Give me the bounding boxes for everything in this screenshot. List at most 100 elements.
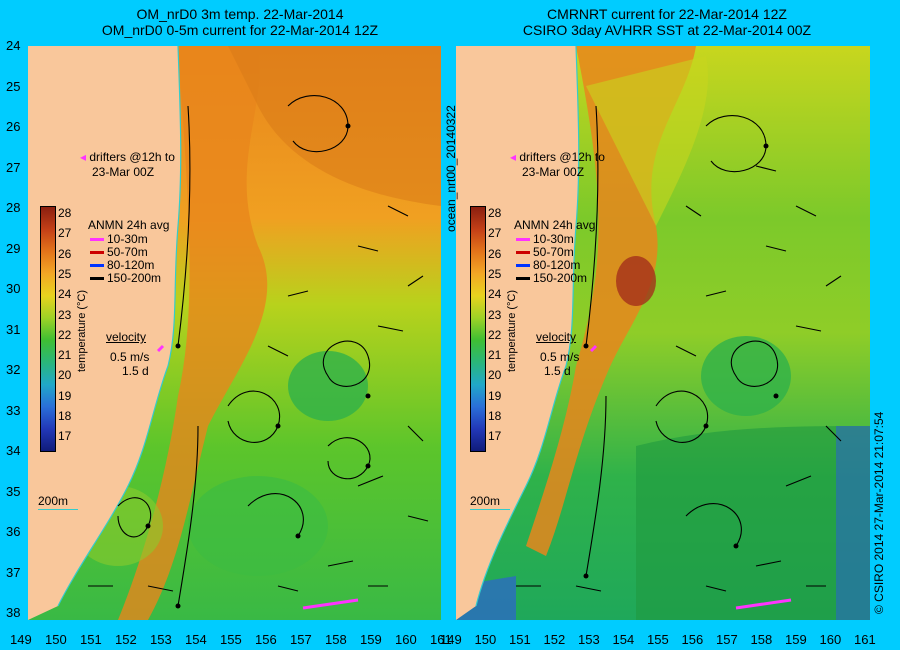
velocity-value: 0.5 m/s [110,350,150,364]
x-tick-label: 154 [185,632,207,647]
anmn-item-label: 150-200m [533,271,588,285]
colorbar-tick-label: 21 [58,348,72,363]
right-map [456,46,870,620]
velocity-title: velocity [536,330,577,344]
anmn-item-label: 10-30m [107,232,148,246]
colorbar-tick-label: 18 [58,409,72,423]
colorbar-tick-label: 21 [488,348,502,363]
colorbar-tick-label: 20 [488,368,502,383]
colorbar-tick-label: 18 [488,409,502,423]
anmn-item-label: 50-70m [533,245,574,259]
anmn-item: 10-30m [516,232,574,246]
velocity-title: velocity [106,330,147,344]
x-tick-label: 158 [750,632,773,647]
y-tick-label: 26 [6,119,21,134]
anmn-item: 80-120m [516,258,580,272]
anmn-item-label: 80-120m [107,258,155,272]
right-map-svg [456,46,870,620]
depth-label: 200m [38,494,69,508]
x-tick-label: 158 [325,632,347,647]
x-tick-label: 153 [578,632,600,647]
x-tick-label: 159 [785,632,807,647]
depth-line [38,509,78,510]
anmn-item: 150-200m [516,271,587,285]
colorbar-tick-label: 24 [488,287,502,302]
drifters-label: drifters @12h to [89,150,175,164]
drifters-sub-label: 23-Mar 00Z [522,165,585,179]
x-tick-label: 149 [440,632,462,647]
right-title: CMRNRT current for 22-Mar-2014 12Z CSIRO… [458,6,876,38]
x-tick-label: 156 [681,632,704,647]
y-tick-label: 33 [6,402,21,418]
copyright: © CSIRO 2014 27-Mar-2014 21:07:54 [872,411,886,614]
anmn-item: 80-120m [90,258,154,272]
arrow-icon [516,277,530,281]
velocity-days: 1.5 d [544,364,571,378]
x-tick-label: 154 [612,632,635,647]
colorbar-tick-label: 26 [58,246,72,261]
x-tick-label: 150 [474,632,497,647]
x-tick-label: 160 [819,632,842,647]
depth-line [470,509,510,510]
left-map [28,46,441,620]
colorbar [470,206,486,452]
arrow-icon [90,264,104,268]
x-tick-label: 155 [220,632,242,647]
y-tick-label: 37 [6,564,21,580]
colorbar-tick-label: 27 [488,226,502,241]
colorbar-tick-label: 23 [58,307,72,322]
x-tick-label: 156 [255,632,277,647]
arrow-icon [90,238,104,242]
anmn-item-label: 50-70m [107,245,148,259]
anmn-item: 10-30m [90,232,148,246]
arrow-icon [516,251,530,255]
colorbar-label: temperature (°C) [506,289,518,372]
right-title-line2: CSIRO 3day AVHRR SST at 22-Mar-2014 00Z [522,22,812,38]
arrow-icon [90,277,104,281]
x-tick-label: 153 [150,632,172,647]
x-tick-label: 151 [80,632,102,647]
colorbar-tick-label: 17 [488,429,502,444]
anmn-item-label: 10-30m [533,232,574,246]
left-title-line2: OM_nrD0 0-5m current for 22-Mar-2014 12Z [101,22,379,38]
colorbar-tick-label: 26 [488,246,502,261]
colorbar-tick-label: 25 [58,266,72,281]
y-tick-label: 28 [6,200,21,215]
x-tick-label: 152 [115,632,137,647]
x-tick-label: 160 [395,632,417,647]
x-tick-label: 150 [45,632,67,647]
right-title-line1: CMRNRT current for 22-Mar-2014 12Z [547,6,787,22]
x-tick-label: 157 [290,632,312,647]
colorbar-tick-label: 19 [58,388,72,403]
x-tick-label: 161 [854,632,876,647]
y-tick-label: 25 [6,78,21,94]
anmn-title: ANMN 24h avg [88,218,170,232]
left-map-svg [28,46,441,620]
anmn-item-label: 150-200m [107,271,162,285]
y-tick-label: 30 [6,281,21,296]
x-tick-label: 151 [509,632,531,647]
y-tick-label: 32 [6,362,21,377]
x-tick-label: 157 [716,632,738,647]
y-tick-label: 38 [6,605,21,620]
y-tick-label: 29 [6,240,21,256]
velocity-days: 1.5 d [122,364,149,378]
depth-label: 200m [470,494,501,508]
drifter-icon: ◂ [510,150,517,164]
x-tick-label: 159 [360,632,382,647]
colorbar-tick-label: 28 [488,206,502,220]
colorbar-tick-label: 22 [488,327,502,342]
arrow-icon [516,238,530,242]
colorbar [40,206,56,452]
drifter-icon: ◂ [80,150,87,164]
anmn-item-label: 80-120m [533,258,581,272]
drifters-sub-label: 23-Mar 00Z [92,165,155,179]
colorbar-tick-label: 17 [58,429,72,444]
colorbar-tick-label: 20 [58,368,72,383]
x-tick-label: 149 [10,632,32,647]
x-tick-label: 152 [543,632,566,647]
left-title: OM_nrD0 3m temp. 22-Mar-2014 OM_nrD0 0-5… [40,6,440,38]
left-title-line1: OM_nrD0 3m temp. 22-Mar-2014 [136,6,344,22]
colorbar-tick-label: 27 [58,226,72,241]
anmn-item: 50-70m [90,245,148,259]
